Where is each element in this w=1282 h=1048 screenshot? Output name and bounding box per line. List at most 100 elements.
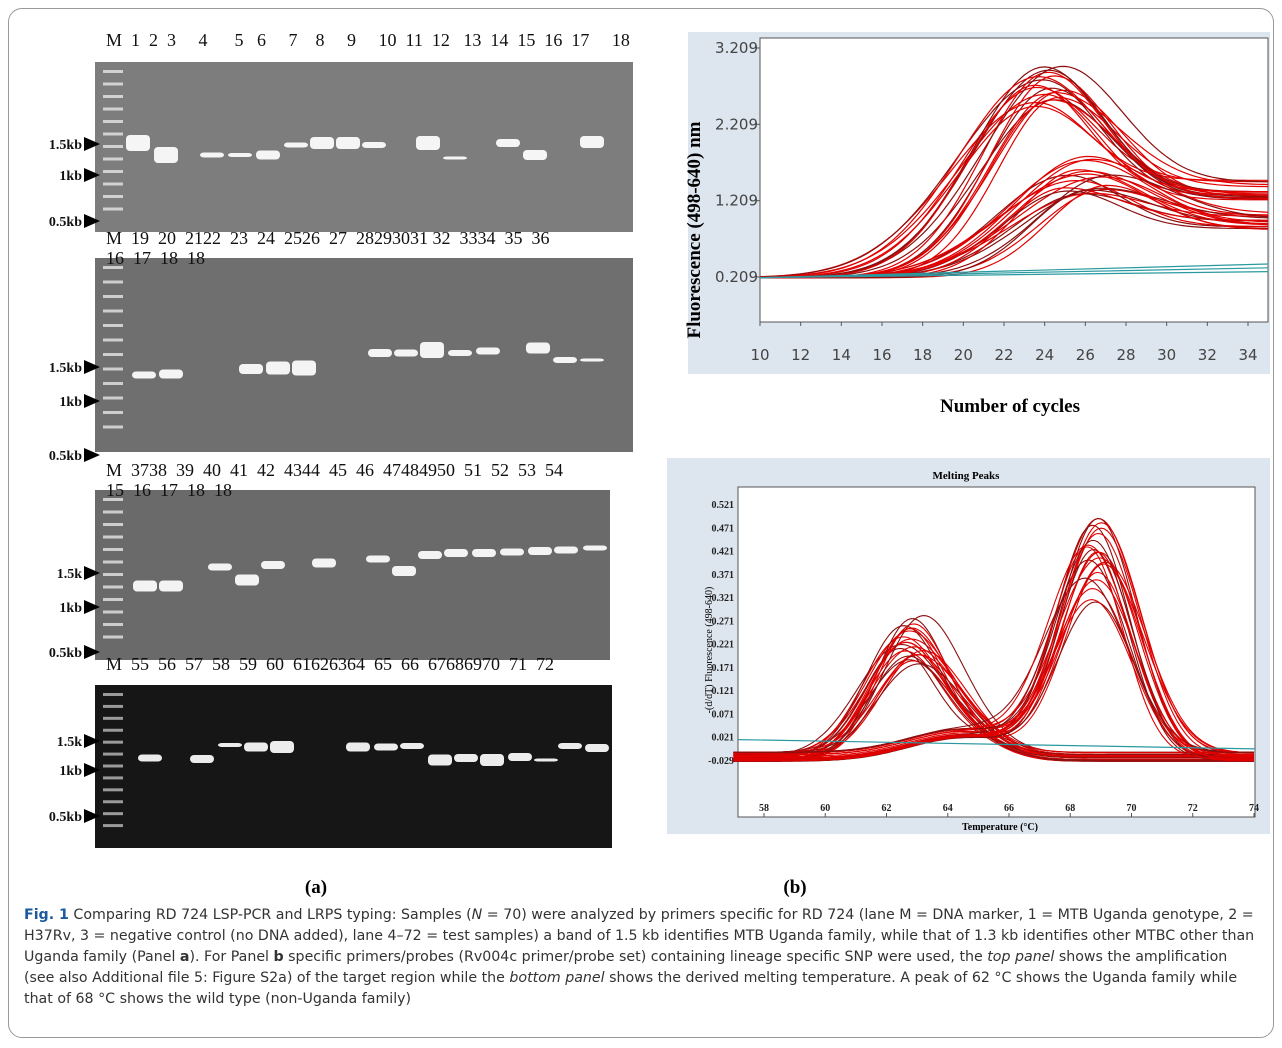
ladder-band <box>103 425 123 429</box>
y-tick-label: 0.221 <box>712 640 735 651</box>
gel-band <box>580 136 604 148</box>
y-tick-label: 0.021 <box>712 733 735 744</box>
ladder-band <box>103 411 123 414</box>
caption-italic: bottom panel <box>509 970 605 986</box>
size-arrow <box>84 809 100 823</box>
lane-labels: M 55 56 57 58 59 60 61626364 65 66 67686… <box>106 654 554 674</box>
x-tick-label: 26 <box>1076 346 1095 364</box>
y-tick-label: 0.421 <box>712 547 735 558</box>
x-tick-label: 32 <box>1198 346 1217 364</box>
gel-band <box>346 742 370 752</box>
gel-band <box>443 156 467 160</box>
gel-band <box>420 342 444 358</box>
size-label: 1kb <box>59 764 82 779</box>
ladder-band <box>103 776 123 780</box>
lane-labels-second-row: 15 16 17 18 18 <box>106 480 232 500</box>
x-tick-label: 22 <box>994 346 1013 364</box>
caption-italic: N <box>471 907 483 923</box>
ladder-band <box>103 824 123 828</box>
melting-curve <box>733 546 1254 760</box>
size-arrow <box>84 600 100 614</box>
ladder-band <box>103 752 123 756</box>
ladder-band <box>103 573 123 576</box>
gel-band <box>138 754 162 762</box>
ladder-band <box>103 623 123 626</box>
size-label: 1.5kb <box>49 361 82 376</box>
y-tick-label: 0.071 <box>712 709 735 720</box>
x-axis-title: Temperature (°C) <box>962 822 1038 833</box>
ladder-band <box>103 382 123 385</box>
ladder-band <box>103 107 123 111</box>
ladder-band <box>103 788 123 792</box>
amplification-curve <box>760 65 1269 279</box>
x-tick-label: 14 <box>832 346 851 364</box>
x-tick-label: 12 <box>791 346 810 364</box>
gel-band <box>374 743 398 751</box>
caption-text: ). For Panel <box>189 949 274 965</box>
y-axis-title: -(d/dT) Fluorescence (498-640) <box>704 587 715 714</box>
caption-bold: b <box>273 949 284 965</box>
panel-label: (a) <box>305 877 327 898</box>
gel-band <box>554 546 578 554</box>
ladder-band <box>103 182 123 186</box>
ladder-band <box>103 82 123 86</box>
x-tick-label: 58 <box>759 803 769 814</box>
size-label: 0.5kb <box>49 810 82 825</box>
melting-curve <box>733 544 1254 756</box>
gel-band <box>580 358 604 362</box>
gel-band <box>508 753 532 761</box>
caption-bold: a <box>179 949 190 965</box>
x-tick-label: 18 <box>913 346 932 364</box>
x-tick-label: 68 <box>1065 803 1075 814</box>
gel-band <box>208 563 232 571</box>
gel-band <box>126 135 150 151</box>
caption-text: Comparing RD 724 LSP-PCR and LRPS typing… <box>68 907 472 923</box>
size-label: 1.5k <box>57 735 83 750</box>
ladder-band <box>103 70 123 73</box>
size-arrow <box>84 645 100 659</box>
ladder-band <box>103 266 123 269</box>
y-tick-label: -0.029 <box>708 756 734 767</box>
size-label: 1.5k <box>57 567 83 582</box>
size-arrow <box>84 566 100 580</box>
size-label: 1kb <box>59 395 82 410</box>
gel-band <box>523 150 547 160</box>
ladder-band <box>103 728 123 732</box>
ladder-band <box>103 195 123 198</box>
x-tick-label: 74 <box>1249 803 1259 814</box>
ladder-band <box>103 324 123 327</box>
size-arrow <box>84 734 100 748</box>
lane-labels: M 1 2 3 4 5 6 7 8 9 10 11 12 13 14 15 16… <box>106 30 630 50</box>
caption-text: shows the amplification (see also Additi… <box>24 949 1228 986</box>
gel-band <box>228 153 252 157</box>
size-arrow <box>84 137 100 151</box>
size-arrow <box>84 394 100 408</box>
ladder-band <box>103 338 123 342</box>
gel-band <box>154 147 178 163</box>
x-tick-label: 66 <box>1004 803 1014 814</box>
size-label: 1kb <box>59 169 82 184</box>
caption: Fig. 1 Comparing RD 724 LSP-PCR and LRPS… <box>24 905 1260 1010</box>
control-curve <box>759 267 1269 279</box>
gel-band <box>583 545 607 551</box>
gel-band <box>454 754 478 762</box>
melting-curve <box>733 599 1254 762</box>
ladder-band <box>103 812 123 816</box>
gel-band <box>261 561 285 569</box>
gel-band <box>159 369 183 379</box>
gel-band <box>400 743 424 749</box>
size-arrow <box>84 168 100 182</box>
x-tick-label: 16 <box>872 346 891 364</box>
gel-band <box>526 342 550 354</box>
chart-title: Melting Peaks <box>933 470 1001 482</box>
x-tick-label: 20 <box>954 346 973 364</box>
gel-band <box>336 137 360 149</box>
panel-label: (b) <box>783 877 806 898</box>
amplification-curve <box>760 84 1269 279</box>
gel-band <box>448 350 472 356</box>
gel-band <box>368 349 392 357</box>
x-tick-label: 28 <box>1116 346 1135 364</box>
ladder-band <box>103 309 123 313</box>
ladder-band <box>103 693 123 696</box>
plot-area <box>737 486 1256 818</box>
